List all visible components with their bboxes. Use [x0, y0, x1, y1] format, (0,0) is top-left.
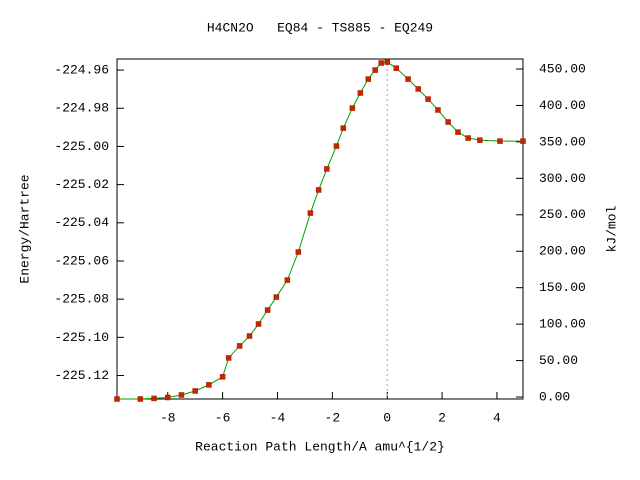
data-point [340, 125, 347, 131]
y2-tick-label: 350.00 [539, 134, 586, 149]
x-tick-label: 0 [383, 410, 391, 425]
y-tick-label: -225.02 [54, 177, 109, 192]
plot-frame [116, 58, 524, 400]
y2-tick-label: 0.00 [539, 389, 570, 404]
data-point [137, 396, 144, 402]
data-point [365, 76, 372, 82]
data-point [165, 394, 171, 401]
data-point [236, 343, 243, 349]
x-axis-label: Reaction Path Length/A amu^{1/2} [195, 439, 445, 454]
chart-title: H4CN2O EQ84 - TS885 - EQ249 [207, 20, 433, 35]
y-tick-label: -225.12 [54, 368, 109, 383]
data-point [333, 143, 340, 149]
y2-tick-label: 150.00 [539, 280, 586, 295]
data-point [445, 119, 451, 125]
y2-tick-label: 200.00 [539, 244, 586, 259]
data-point [255, 321, 262, 327]
data-point [206, 382, 212, 388]
data-point [273, 294, 280, 300]
y2-tick-label: 300.00 [539, 171, 586, 186]
data-point [372, 67, 378, 73]
x-tick-label: -2 [325, 410, 341, 425]
y2-tick-label: 400.00 [539, 98, 586, 113]
data-point [246, 333, 253, 339]
y-tick-label: -224.96 [54, 63, 109, 78]
y2-tick-label: 50.00 [539, 353, 578, 368]
data-point [264, 307, 271, 313]
data-point [178, 392, 185, 398]
data-point [307, 210, 314, 216]
data-point [435, 107, 441, 113]
data-point [425, 96, 431, 102]
x-tick-label: -6 [215, 410, 231, 425]
y2-tick-label: 100.00 [539, 317, 586, 332]
y-tick-label: -225.08 [54, 292, 109, 307]
y-axis-label: Energy/Hartree [17, 174, 32, 283]
data-point [349, 105, 356, 111]
data-point [405, 76, 411, 82]
data-point [324, 166, 330, 172]
data-point [295, 249, 302, 255]
data-point [497, 138, 503, 144]
data-point [357, 90, 364, 96]
y-tick-label: -225.04 [54, 215, 109, 230]
series-line [117, 61, 523, 400]
data-point [378, 60, 384, 66]
y-tick-label: -224.98 [54, 101, 109, 116]
x-tick-label: 4 [493, 410, 501, 425]
x-tick-label: -4 [270, 410, 286, 425]
y2-tick-label: 250.00 [539, 207, 586, 222]
y-tick-label: -225.10 [54, 330, 109, 345]
data-point [284, 277, 291, 283]
data-point [225, 355, 232, 361]
data-point [520, 138, 526, 144]
y-tick-label: -225.00 [54, 139, 109, 154]
data-point [315, 187, 322, 193]
data-point [393, 65, 400, 71]
y-tick-label: -225.06 [54, 253, 109, 268]
data-point [114, 396, 120, 402]
data-point [477, 137, 483, 143]
data-point [384, 59, 390, 65]
data-point [192, 388, 198, 394]
data-point [151, 395, 157, 402]
data-point [415, 86, 421, 92]
data-point [219, 374, 226, 380]
y2-tick-label: 450.00 [539, 61, 586, 76]
x-tick-label: 2 [438, 410, 446, 425]
data-point [465, 135, 471, 141]
x-tick-label: -8 [160, 410, 176, 425]
data-point [455, 129, 461, 135]
y2-axis-label: kJ/mol [604, 205, 619, 252]
